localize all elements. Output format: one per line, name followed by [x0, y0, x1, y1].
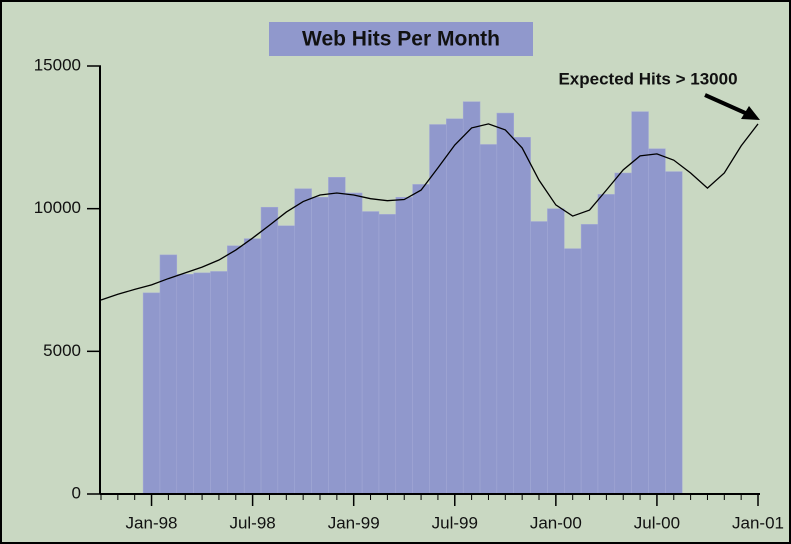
x-tick-label: Jul-99 — [432, 513, 478, 532]
bar — [648, 148, 666, 495]
bar — [496, 112, 514, 495]
annotation-arrowhead — [741, 106, 760, 120]
bar — [462, 101, 481, 495]
bar — [597, 194, 616, 495]
bar — [580, 224, 599, 495]
bar — [614, 172, 632, 495]
bar — [429, 124, 447, 495]
bar — [665, 171, 683, 495]
bar — [277, 225, 295, 495]
bar — [243, 238, 262, 495]
bar — [513, 137, 531, 495]
bar — [412, 184, 430, 495]
bar — [328, 177, 346, 495]
bar — [345, 192, 363, 495]
annotation-arrow — [704, 93, 753, 118]
bar — [176, 274, 194, 495]
chart-title: Web Hits Per Month — [302, 28, 500, 51]
trend-line — [100, 123, 759, 301]
bar — [142, 292, 161, 495]
bar — [479, 144, 498, 495]
y-tick-label: 15000 — [34, 55, 81, 74]
y-tick-label: 5000 — [43, 341, 81, 360]
bar — [631, 111, 649, 495]
bar — [378, 214, 397, 495]
bar — [159, 254, 178, 495]
bar — [446, 118, 464, 495]
annotation: Expected Hits > 13000 — [558, 69, 737, 88]
bar — [311, 197, 329, 495]
bar — [294, 188, 312, 495]
bar — [210, 271, 228, 495]
x-tick-label: Jul-00 — [634, 513, 680, 532]
bar — [530, 221, 548, 495]
bar — [564, 248, 582, 495]
bar — [193, 272, 211, 495]
y-tick-label: 0 — [72, 483, 81, 502]
bar — [260, 206, 279, 495]
x-tick-label: Jan-99 — [328, 513, 380, 532]
bar — [547, 208, 565, 495]
bar — [361, 211, 380, 495]
y-tick-label: 10000 — [34, 198, 81, 217]
x-tick-label: Jan-00 — [530, 513, 582, 532]
title-background — [269, 22, 533, 56]
x-tick-label: Jan-98 — [126, 513, 178, 532]
x-tick-label: Jul-98 — [229, 513, 275, 532]
bar — [227, 245, 245, 495]
x-tick-label: Jan-01 — [732, 513, 784, 532]
bar — [395, 197, 413, 495]
